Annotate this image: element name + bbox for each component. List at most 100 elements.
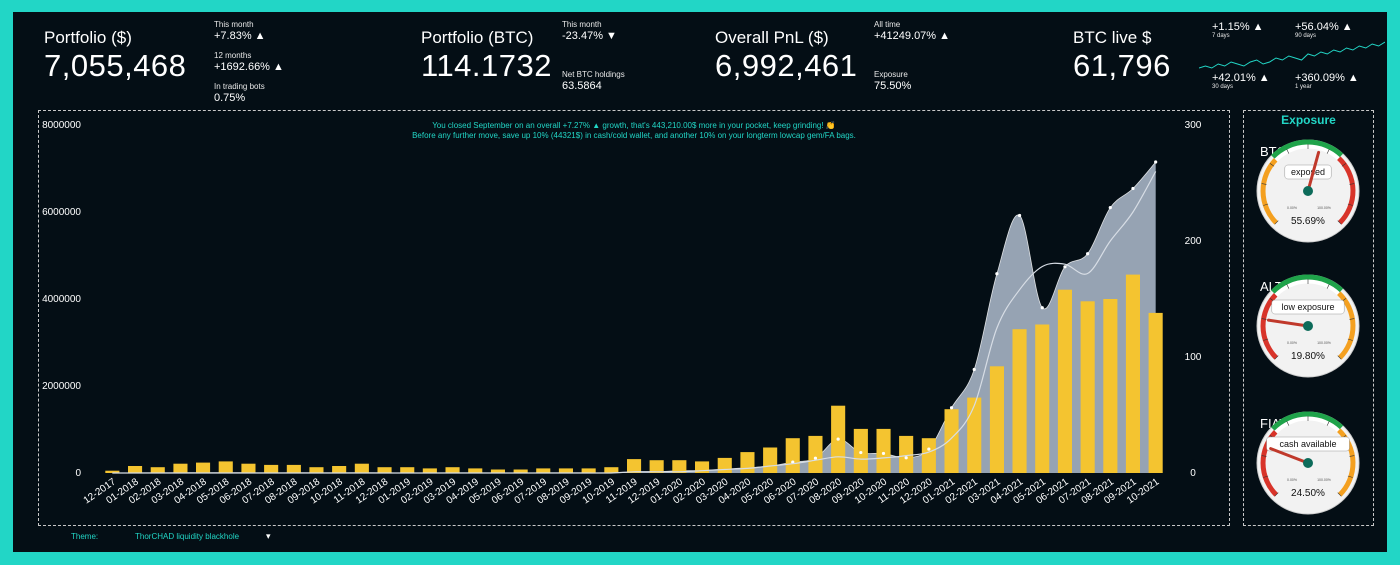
y-right-tick-label: 100 — [1185, 352, 1202, 363]
gauge-scale-min: 0.00% — [1287, 341, 1297, 345]
bar-05-2021 — [1035, 324, 1050, 473]
bar-09-2018 — [309, 467, 324, 473]
bar-05-2019 — [490, 469, 505, 473]
gauge-tick — [1274, 492, 1279, 497]
area-point-06-2021 — [1063, 265, 1067, 269]
y-tick-label: 6000000 — [42, 207, 81, 218]
bar-11-2020 — [899, 435, 914, 473]
gauge-tick — [1347, 475, 1353, 478]
area-point-09-2021 — [1131, 186, 1135, 191]
bar-01-2020 — [672, 460, 687, 473]
area-point-03-2021 — [995, 272, 999, 276]
y-right-tick-label: 200 — [1185, 236, 1202, 247]
portfolio-usd-value: 7,055,468 — [44, 48, 187, 83]
portfolio-btc-value: 114.1732 — [421, 48, 552, 83]
bar-01-2021 — [944, 409, 959, 473]
y-right-tick-label: 0 — [1190, 468, 1196, 479]
bar-10-2020 — [876, 428, 891, 473]
gauge-tick — [1274, 220, 1279, 225]
portfolio-chart: 0 2000000 4000000 6000000 8000000 0 100 200 300 1… — [42, 120, 1202, 507]
bar-08-2021 — [1103, 299, 1118, 473]
gauge-tick — [1337, 355, 1342, 360]
gauge-value: 55.69% — [1291, 216, 1325, 227]
portfolio-usd-month: This month +7.83% ▲ — [214, 20, 266, 42]
portfolio-btc-net: Net BTC holdings 63.5864 — [562, 70, 625, 92]
theme-label: Theme: — [71, 532, 99, 541]
bar-10-2021 — [1148, 312, 1163, 473]
gauge-band — [1260, 157, 1279, 225]
y-tick-label: 0 — [75, 468, 81, 479]
area-point-04-2021 — [1017, 213, 1022, 218]
gauge-tick — [1337, 492, 1342, 497]
bar-03-2021 — [989, 366, 1004, 473]
gauge-tick — [1326, 148, 1330, 154]
btc-live-label: BTC live $ — [1073, 28, 1152, 47]
area-point-07-2021 — [1086, 252, 1090, 256]
bar-02-2021 — [967, 397, 982, 473]
gauge-bubble-text: low exposure — [1281, 302, 1334, 312]
bar-12-2017 — [105, 470, 120, 473]
portfolio-usd-area — [112, 162, 1156, 473]
gauge-tick — [1349, 183, 1355, 185]
area-point-02-2021 — [972, 367, 976, 372]
bar-05-2018 — [218, 461, 233, 473]
axes: 0 2000000 4000000 6000000 8000000 0 100 200 300 — [42, 120, 1202, 479]
bar-06-2021 — [1057, 289, 1072, 473]
gauge-band — [1260, 292, 1279, 360]
bar-11-2019 — [627, 459, 642, 473]
gauge-hub — [1303, 186, 1313, 196]
gauge-tick — [1263, 475, 1269, 478]
gauge-scale-max: 100.00% — [1317, 341, 1331, 345]
gauge-scale-max: 100.00% — [1317, 478, 1331, 482]
bars — [105, 274, 1163, 473]
gauge-band — [1273, 278, 1341, 297]
gauge-green-band — [1271, 274, 1344, 294]
btc-live-value: 61,796 — [1073, 48, 1171, 83]
gauge-tick — [1261, 318, 1267, 320]
btc-1year: +360.09% ▲ 1 year — [1295, 72, 1359, 90]
gauge-green-band — [1271, 411, 1344, 431]
bar-09-2019 — [581, 468, 596, 473]
gauge-bubble — [1266, 436, 1350, 452]
gauge-tick — [1349, 455, 1355, 457]
area-point-06-2020 — [791, 460, 795, 464]
gauge-band — [1273, 143, 1341, 162]
exposure-title: Exposure — [1281, 113, 1336, 127]
area-point-11-2020 — [904, 456, 908, 460]
bar-02-2019 — [422, 468, 437, 473]
bar-07-2021 — [1080, 301, 1095, 473]
bar-07-2020 — [808, 435, 823, 473]
gauge-tick — [1347, 203, 1353, 206]
theme-select-value[interactable]: ThorCHAD liquidity blackhole — [135, 532, 240, 541]
gauge-tick — [1341, 163, 1347, 167]
area-point-07-2020 — [813, 456, 818, 460]
chevron-down-icon[interactable]: ▾ — [266, 531, 271, 541]
gauge-tick — [1274, 355, 1279, 360]
bar-02-2018 — [150, 467, 165, 473]
theme-selector[interactable]: Theme: ThorCHAD liquidity blackhole ▾ — [71, 531, 271, 541]
btc-7days: +1.15% ▲ 7 days — [1212, 21, 1264, 39]
area-point-08-2020 — [836, 437, 840, 441]
portfolio-usd-bots: In trading bots 0.75% — [214, 82, 265, 104]
gauge-tick — [1286, 148, 1290, 154]
exposure-panel: Exposure BTCexposed0.00%100.00%55.69%ALT… — [1243, 110, 1374, 526]
btc-30days: +42.01% ▲ 30 days — [1212, 72, 1270, 90]
chart-message: You closed September on an overall +7.27… — [39, 121, 1229, 141]
gauge-tick — [1269, 163, 1275, 167]
area-point-05-2021 — [1040, 306, 1044, 310]
bar-06-2018 — [241, 463, 256, 473]
bar-08-2018 — [286, 464, 301, 473]
gauge-bubble — [1271, 299, 1345, 315]
y-tick-label: 2000000 — [42, 381, 81, 392]
bar-09-2020 — [853, 428, 868, 473]
chart-message-line2: Before any further move, save up 10% (44… — [412, 131, 856, 140]
bar-03-2019 — [445, 467, 460, 473]
gauge-tick — [1347, 338, 1353, 341]
gauge-band — [1273, 415, 1341, 434]
gauge-tick — [1286, 283, 1290, 289]
portfolio-chart-panel: You closed September on an overall +7.27… — [38, 110, 1230, 526]
bar-12-2020 — [921, 438, 936, 473]
gauge-tick — [1326, 283, 1330, 289]
gauge-tick — [1349, 318, 1355, 320]
